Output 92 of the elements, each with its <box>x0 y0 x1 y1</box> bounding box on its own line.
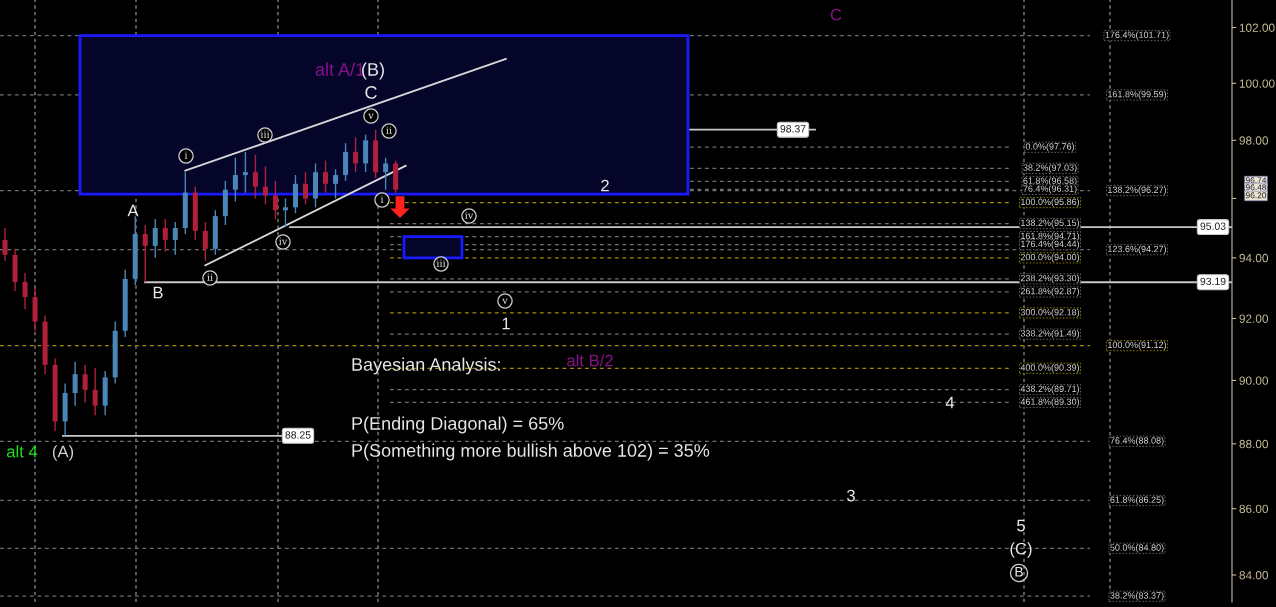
ref-line-label: 38.2%(97.03) <box>1023 164 1077 173</box>
ref-line-label: 438.2%(89.71) <box>1020 385 1080 394</box>
candlestick <box>383 156 389 191</box>
candlestick <box>353 136 359 173</box>
candlestick <box>363 133 369 173</box>
candlestick <box>323 159 329 194</box>
candlestick <box>232 156 238 203</box>
ref-line-label: 300.0%(92.18) <box>1020 308 1080 318</box>
ref-line-label: 61.8%(96.58) <box>1023 177 1077 186</box>
annotation: 1 <box>502 317 510 330</box>
ref-line-label: 100.0%(95.86) <box>1021 198 1080 207</box>
ref-line-label: 138.2%(96.27) <box>1108 186 1167 195</box>
y-tick-label: 102.00 <box>1239 23 1275 32</box>
annotation: v <box>368 113 374 119</box>
ref-line-label: 98.37 <box>780 125 806 133</box>
candlestick <box>162 218 168 253</box>
ref-line-label: 161.8%(99.59) <box>1108 90 1167 100</box>
ref-line-label: 338.2%(91.49) <box>1020 329 1080 339</box>
ref-line-label: 261.8%(92.87) <box>1020 287 1080 297</box>
ref-line-label: 88.25 <box>285 431 311 439</box>
candlestick <box>262 165 268 206</box>
ref-line-label: 61.8%(86.25) <box>1110 496 1164 505</box>
y-tick-label: 84.00 <box>1239 571 1269 580</box>
annotation: P(Ending Diagonal) = 65% <box>352 416 564 434</box>
ref-line-label: 176.4%(94.44) <box>1021 240 1080 249</box>
annotation: v <box>502 298 508 304</box>
ref-line-label: 76.4%(96.31) <box>1023 185 1077 194</box>
ref-line-label: 161.8%(94.71) <box>1021 232 1080 241</box>
ref-line-label: 76.4%(88.08) <box>1110 437 1164 446</box>
annotation: alt 4 <box>6 445 38 458</box>
annotation: B <box>1015 567 1023 577</box>
y-tick-label: 100.00 <box>1239 79 1275 88</box>
ref-line-label: 400.0%(90.39) <box>1020 364 1080 373</box>
candlestick <box>202 221 208 262</box>
annotation: i <box>380 195 384 203</box>
candlestick <box>72 361 78 407</box>
candlestick <box>92 367 98 416</box>
annotation: alt B/2 <box>567 354 613 367</box>
annotation: iii <box>260 130 270 138</box>
annotation: ii <box>207 273 213 281</box>
annotation: (C) <box>1010 542 1032 558</box>
y-tick-label: 92.00 <box>1239 314 1269 323</box>
candlestick <box>172 221 178 256</box>
candlestick <box>292 174 298 214</box>
candlestick <box>333 168 339 200</box>
candlestick <box>242 151 248 194</box>
ref-line-label: 0.0%(97.76) <box>1025 143 1075 152</box>
ref-line-label: 123.6%(94.27) <box>1108 245 1167 254</box>
annotation: 4 <box>945 396 955 409</box>
annotation: ii <box>386 126 392 134</box>
annotation: 5 <box>1017 519 1025 532</box>
candlestick <box>2 227 8 262</box>
ref-line-label: 93.19 <box>1200 277 1226 286</box>
annotation: iii <box>436 259 446 267</box>
annotation: B <box>153 286 163 299</box>
text: 96.48 <box>1245 184 1267 191</box>
annotation: 3 <box>847 489 855 502</box>
candlestick <box>302 171 308 206</box>
annotation: P(Something more bullish above 102) = 35% <box>352 443 710 461</box>
annotation: C <box>830 8 842 21</box>
candlestick <box>82 364 88 404</box>
ref-line-label: 176.4%(101.71) <box>1105 31 1169 40</box>
ref-line-label: 200.0%(94.00) <box>1020 253 1080 263</box>
annotation: A <box>127 204 139 217</box>
ref-line-label: 100.0%(91.12) <box>1108 341 1167 350</box>
y-tick-label: 86.00 <box>1239 504 1269 514</box>
candlestick <box>142 224 148 283</box>
ref-line-label: 138.2%(95.15) <box>1021 219 1080 228</box>
candlestick <box>22 272 28 310</box>
ref-line-label: 461.8%(89.30) <box>1020 398 1080 407</box>
y-tick-label: 98.00 <box>1239 136 1269 145</box>
ref-line-label: 238.2%(93.30) <box>1020 274 1080 284</box>
candlestick <box>152 218 158 259</box>
y-tick-label: 88.00 <box>1239 439 1269 449</box>
candlestick <box>252 154 258 200</box>
y-tick-label: 94.00 <box>1239 253 1269 263</box>
candlestick <box>343 142 349 182</box>
annotation: 2 <box>601 179 609 192</box>
ref-line-label: 50.0%(84.80) <box>1110 544 1164 553</box>
annotation: i <box>184 151 188 159</box>
annotation: iv <box>465 211 474 219</box>
annotation: iv <box>279 237 288 245</box>
y-tick-label: 90.00 <box>1239 376 1269 385</box>
ref-line-label: 38.2%(83.37) <box>1110 592 1164 601</box>
annotation: Bayesian Analysis: <box>352 357 500 375</box>
candlestick <box>282 197 288 228</box>
annotation: C <box>365 86 377 99</box>
text: 96.20 <box>1245 192 1267 199</box>
text: 96.74 <box>1245 177 1267 184</box>
annotation: (A) <box>52 445 74 461</box>
ref-line-label: 95.03 <box>1200 222 1226 230</box>
candlestick <box>272 180 278 220</box>
